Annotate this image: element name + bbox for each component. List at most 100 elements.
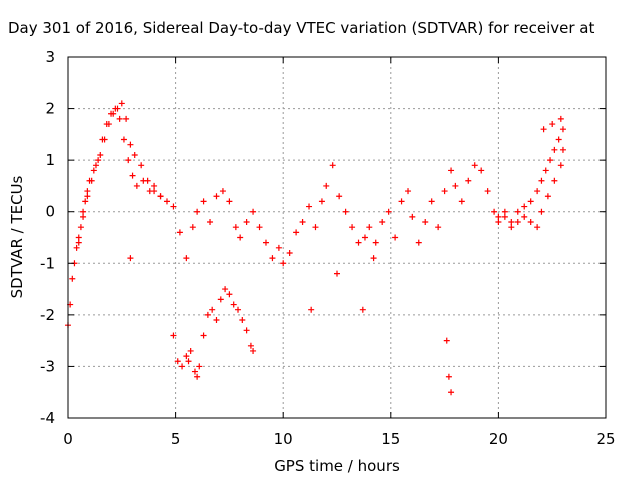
grid-lines [68, 57, 606, 418]
data-point [435, 224, 442, 231]
data-point [95, 157, 102, 164]
x-axis-label: GPS time / hours [274, 457, 400, 475]
data-point [125, 157, 132, 164]
data-point [88, 177, 95, 184]
data-point [359, 306, 366, 313]
data-point [559, 146, 566, 153]
data-point [133, 182, 140, 189]
data-point [370, 255, 377, 262]
data-point [120, 136, 127, 143]
data-point [551, 146, 558, 153]
data-point [157, 193, 164, 200]
data-point [105, 121, 112, 128]
data-point [73, 244, 80, 251]
data-point [84, 188, 91, 195]
data-point [174, 358, 181, 365]
data-point [118, 100, 125, 107]
data-point [183, 255, 190, 262]
series-outliers [127, 115, 564, 396]
y-tick-label: -3 [40, 357, 55, 375]
data-point [308, 306, 315, 313]
data-point [123, 115, 130, 122]
data-point [312, 224, 319, 231]
data-point [151, 188, 158, 195]
data-point [131, 151, 138, 158]
data-point [243, 219, 250, 226]
data-point [250, 208, 257, 215]
data-point [441, 188, 448, 195]
data-point [97, 151, 104, 158]
data-point [334, 270, 340, 277]
data-point [116, 115, 123, 122]
y-axis-label: SDTVAR / TECUs [8, 175, 26, 298]
data-point [200, 198, 207, 205]
data-point [508, 224, 515, 231]
data-point [323, 182, 330, 189]
y-tick-label: 3 [45, 48, 55, 66]
data-point [187, 347, 194, 354]
data-point [101, 136, 108, 143]
data-point [250, 347, 257, 354]
data-point [247, 342, 254, 349]
data-point [151, 182, 158, 189]
data-point [114, 105, 121, 112]
data-point [92, 162, 99, 169]
data-point [280, 260, 287, 267]
data-point [209, 306, 216, 313]
data-point [349, 224, 356, 231]
data-point [501, 213, 508, 220]
data-point [428, 198, 435, 205]
data-point [495, 213, 502, 220]
data-point [355, 239, 362, 246]
data-point [82, 198, 89, 205]
data-point [75, 234, 82, 241]
data-point [415, 239, 422, 246]
data-point [471, 162, 478, 169]
data-point [452, 182, 459, 189]
data-point [549, 121, 556, 128]
data-point [80, 213, 87, 220]
data-point [448, 167, 455, 174]
data-points [65, 100, 566, 396]
data-point [170, 203, 177, 210]
data-point [445, 373, 452, 380]
data-point [293, 229, 300, 236]
data-point [226, 198, 233, 205]
data-point [110, 110, 117, 117]
data-point [230, 301, 237, 308]
data-point [176, 229, 183, 236]
y-tick-label: -2 [40, 306, 55, 324]
data-point [243, 327, 250, 334]
x-tick-label: 20 [489, 430, 508, 448]
data-point [183, 353, 190, 360]
data-point [540, 126, 547, 133]
data-point [385, 208, 392, 215]
y-tick-label: 2 [45, 100, 55, 118]
data-point [262, 239, 269, 246]
x-tick-label: 25 [596, 430, 615, 448]
data-point [372, 239, 379, 246]
x-tick-label: 10 [274, 430, 293, 448]
data-point [495, 219, 502, 226]
data-point [286, 249, 293, 256]
data-point [534, 188, 541, 195]
data-point [213, 193, 220, 200]
data-point [144, 177, 151, 184]
data-point [422, 219, 429, 226]
data-point [514, 208, 521, 215]
data-point [484, 188, 491, 195]
data-point [559, 126, 566, 133]
data-point [127, 141, 134, 148]
data-point [191, 368, 198, 375]
x-tick-label: 5 [171, 430, 181, 448]
data-point [557, 115, 564, 122]
data-point [219, 188, 226, 195]
data-point [194, 208, 201, 215]
x-tick-label: 0 [63, 430, 73, 448]
chart-title: Day 301 of 2016, Sidereal Day-to-day VTE… [8, 19, 594, 37]
y-tick-label: 0 [45, 203, 55, 221]
data-point [179, 363, 186, 370]
data-point [443, 337, 450, 344]
data-point [75, 239, 82, 246]
data-point [204, 311, 211, 318]
